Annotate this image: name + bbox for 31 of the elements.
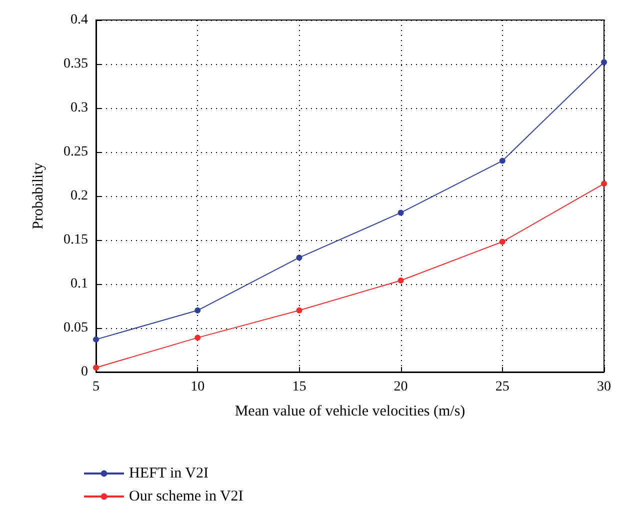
y-tick-label: 0.1 — [70, 276, 88, 292]
point — [194, 307, 201, 314]
x-axis-title: Mean value of vehicle velocities (m/s) — [234, 404, 466, 420]
point — [93, 336, 99, 342]
point — [194, 334, 201, 341]
y-tick-label: 0.05 — [64, 320, 88, 336]
y-tick-label: 0.3 — [70, 100, 88, 116]
point — [398, 210, 404, 216]
point — [296, 254, 302, 261]
point — [499, 238, 506, 245]
point — [499, 158, 506, 164]
y-tick-label: 0.4 — [70, 12, 88, 28]
point — [601, 180, 607, 187]
point — [296, 307, 302, 314]
y-axis-title: Probability — [30, 162, 46, 230]
y-tick-label: 0 — [81, 364, 88, 380]
point — [93, 364, 99, 371]
y-tick-label: 0.25 — [64, 144, 88, 160]
x-tick-label: 20 — [394, 380, 408, 394]
y-tick-label: 0.2 — [70, 188, 88, 204]
legend-label: HEFT in V2I — [129, 466, 208, 482]
y-tick-label: 0.35 — [64, 56, 88, 72]
x-tick-label: 5 — [92, 380, 100, 394]
y-tick-label: 0.15 — [64, 232, 88, 248]
x-tick-label: 25 — [495, 380, 510, 394]
point — [601, 59, 607, 66]
x-tick-label: 15 — [292, 380, 306, 394]
x-tick-label: 10 — [190, 380, 205, 394]
point — [398, 277, 404, 284]
x-tick-label: 30 — [597, 380, 611, 394]
legend-label: Our scheme in V2I — [129, 488, 244, 504]
